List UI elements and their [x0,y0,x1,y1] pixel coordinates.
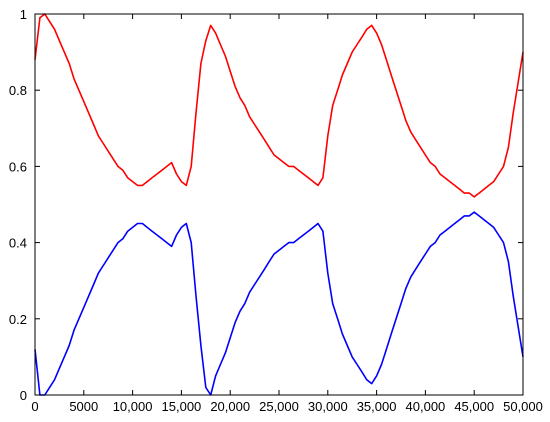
y-tick-label: 0.8 [9,83,27,98]
x-tick-label: 30,000 [308,399,348,414]
x-tick-label: 50,000 [503,399,543,414]
y-tick-label: 0.4 [9,236,27,251]
y-tick-label: 0.2 [9,312,27,327]
plot-frame [34,13,524,396]
x-tick-label: 20,000 [210,399,250,414]
x-axis: 0 5000 10,000 15,000 20,000 25,000 30,000 35,00… [31,14,543,414]
x-tick-label: 35,000 [357,399,397,414]
x-tick-label: 45,000 [454,399,494,414]
series-line-2 [34,211,524,396]
y-tick-label: 0 [20,388,27,403]
y-tick-label: 1 [20,7,27,22]
series-layer [34,13,524,396]
x-tick-label: 10,000 [113,399,153,414]
x-tick-label: 25,000 [259,399,299,414]
x-tick-label: 40,000 [406,399,446,414]
y-tick-label: 0.6 [9,159,27,174]
series-line-1 [34,13,524,198]
x-tick-label: 5000 [69,399,98,414]
x-tick-label: 0 [31,399,38,414]
x-tick-label: 15,000 [162,399,202,414]
y-axis: 0 0.2 0.4 0.6 0.8 1 [9,7,523,403]
